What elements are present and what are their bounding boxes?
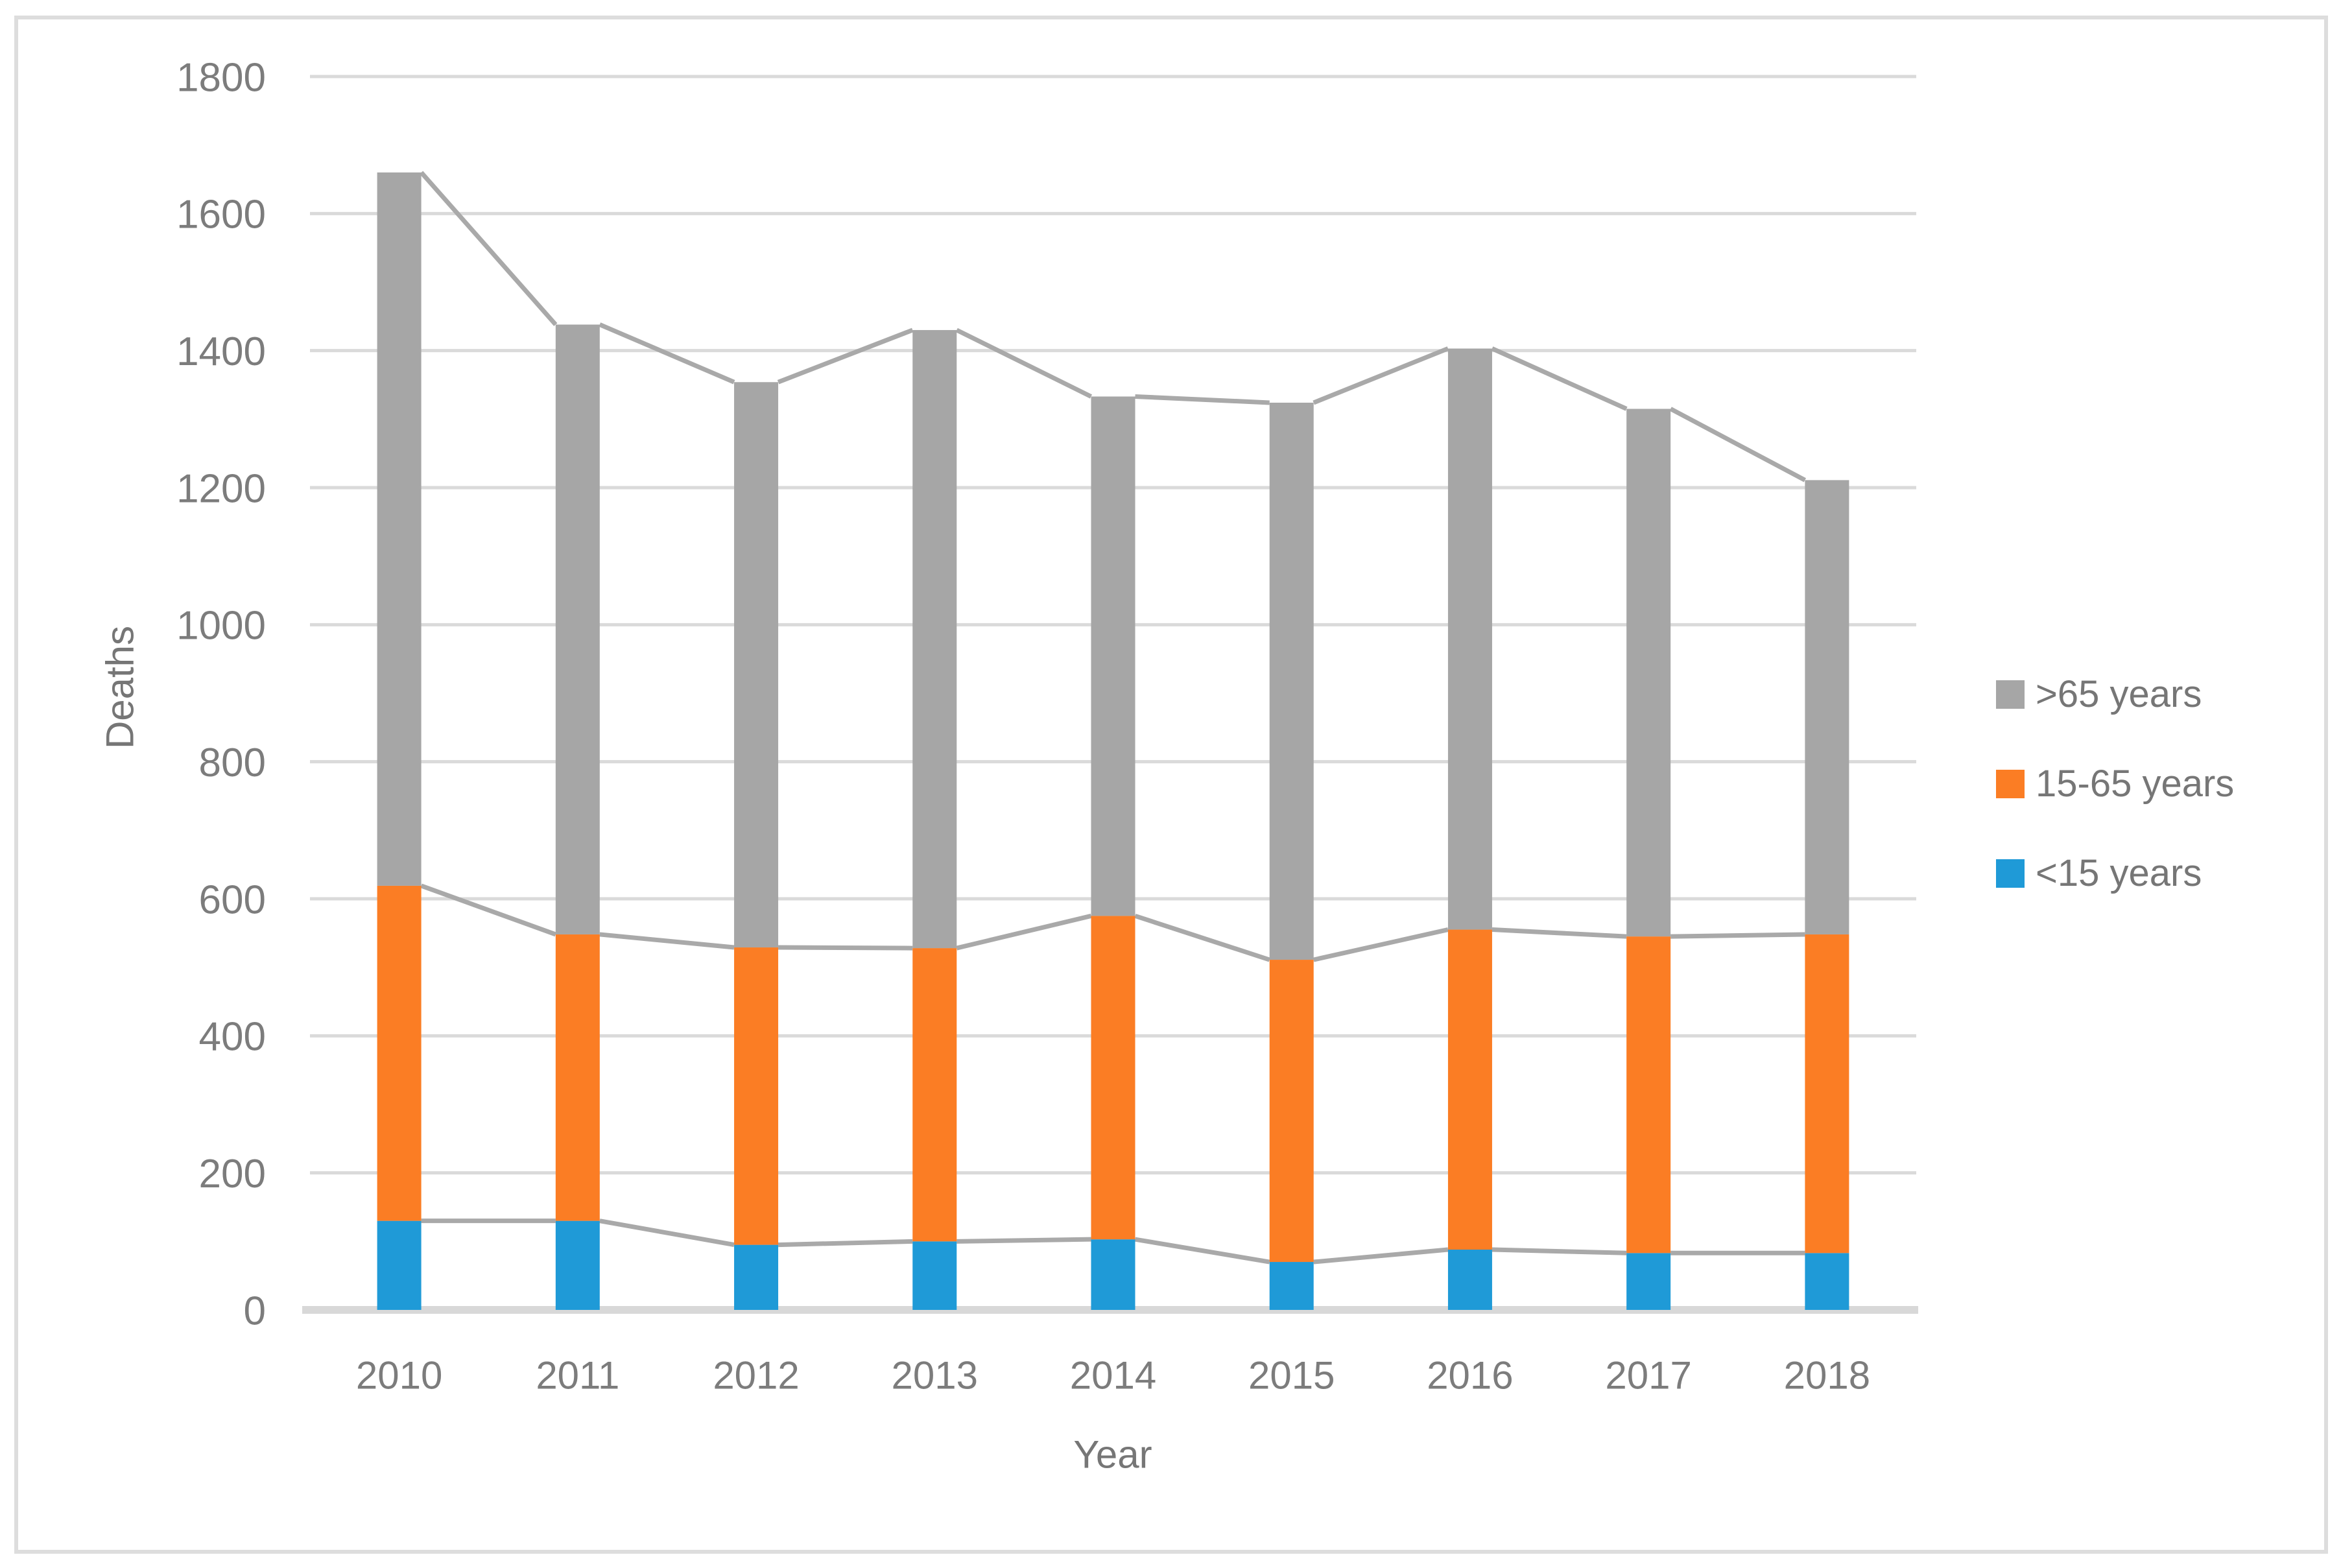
bar-segment <box>1269 1262 1314 1310</box>
bar-segment <box>555 934 600 1221</box>
legend-label: >65 years <box>2036 673 2202 715</box>
series-line <box>955 327 1093 399</box>
series-line <box>778 1239 913 1248</box>
bar-segment <box>1626 1253 1671 1310</box>
x-tick-label: 2014 <box>1070 1354 1156 1397</box>
bar-segment <box>555 324 600 934</box>
bar-segment <box>912 948 957 1242</box>
y-tick-label: 1800 <box>176 55 266 100</box>
bar-segment <box>912 329 957 949</box>
series-line <box>956 914 1092 951</box>
series-line <box>957 1237 1091 1244</box>
series-line <box>1491 346 1628 411</box>
bar-segment <box>734 1244 779 1310</box>
y-axis-title: Deaths <box>98 625 142 750</box>
y-tick-label: 1200 <box>176 466 266 511</box>
bar-segment <box>1626 409 1671 937</box>
bar-segment <box>1091 916 1135 1240</box>
legend: >65 years 15-65 years <15 years <box>1996 676 2234 892</box>
series-line <box>1670 932 1805 939</box>
bar-segment <box>1269 402 1314 960</box>
y-tick-label: 400 <box>199 1015 266 1060</box>
y-tick-label: 0 <box>244 1289 266 1333</box>
bar-segment <box>1805 1253 1849 1310</box>
legend-label: <15 years <box>2036 852 2202 894</box>
bar-segment <box>1805 480 1849 934</box>
series-line <box>1134 914 1270 962</box>
bar-segment <box>1805 934 1849 1253</box>
series-line <box>419 171 558 326</box>
series-line <box>420 883 557 937</box>
series-line <box>599 932 735 950</box>
bar-segment <box>1091 396 1135 916</box>
x-tick-label: 2017 <box>1605 1354 1691 1397</box>
series-line <box>1313 346 1449 405</box>
y-tick-label: 1600 <box>176 193 266 237</box>
y-tick-label: 800 <box>199 741 266 785</box>
x-tick-label: 2012 <box>713 1354 799 1397</box>
bar-segment <box>377 885 422 1221</box>
x-tick-label: 2015 <box>1248 1354 1335 1397</box>
series-line <box>599 322 735 385</box>
legend-item: >65 years <box>1996 676 2234 713</box>
series-line <box>778 945 913 951</box>
bar-segment <box>734 382 779 948</box>
series-line <box>1313 1247 1449 1265</box>
bar-segment <box>1447 1250 1492 1310</box>
y-tick-label: 200 <box>199 1152 266 1196</box>
legend-label: 15-65 years <box>2036 763 2235 805</box>
series-line <box>1313 927 1449 962</box>
legend-item: <15 years <box>1996 855 2234 892</box>
y-tick-label: 1000 <box>176 604 266 648</box>
bar-segment <box>1626 936 1671 1253</box>
x-tick-label: 2011 <box>536 1354 619 1397</box>
bar-segment <box>1269 960 1314 1263</box>
series-line <box>1669 407 1807 482</box>
bar-segment <box>377 1220 422 1310</box>
series-line <box>1491 927 1627 939</box>
series-line <box>1135 394 1270 405</box>
legend-item: 15-65 years <box>1996 765 2234 803</box>
bar-segment <box>377 172 422 886</box>
bar-segment <box>912 1241 957 1310</box>
legend-swatch-gt65-icon <box>1996 680 2025 709</box>
x-tick-label: 2018 <box>1784 1354 1870 1397</box>
series-line <box>1134 1237 1270 1265</box>
legend-swatch-lt15-icon <box>1996 859 2025 888</box>
bar-segment <box>1447 929 1492 1250</box>
series-line <box>1491 1247 1627 1255</box>
bar-segment <box>555 1220 600 1310</box>
x-tick-label: 2010 <box>356 1354 442 1397</box>
x-tick-label: 2013 <box>892 1354 978 1397</box>
bar-segment <box>734 947 779 1245</box>
bar-segment <box>1091 1239 1135 1310</box>
x-tick-label: 2016 <box>1427 1354 1513 1397</box>
bar-segment <box>1447 348 1492 930</box>
y-tick-label: 1400 <box>176 329 266 374</box>
series-line <box>777 327 914 385</box>
x-axis-title: Year <box>1073 1432 1152 1477</box>
legend-swatch-15-65-icon <box>1996 770 2025 798</box>
y-tick-label: 600 <box>199 877 266 922</box>
series-line <box>599 1218 735 1248</box>
